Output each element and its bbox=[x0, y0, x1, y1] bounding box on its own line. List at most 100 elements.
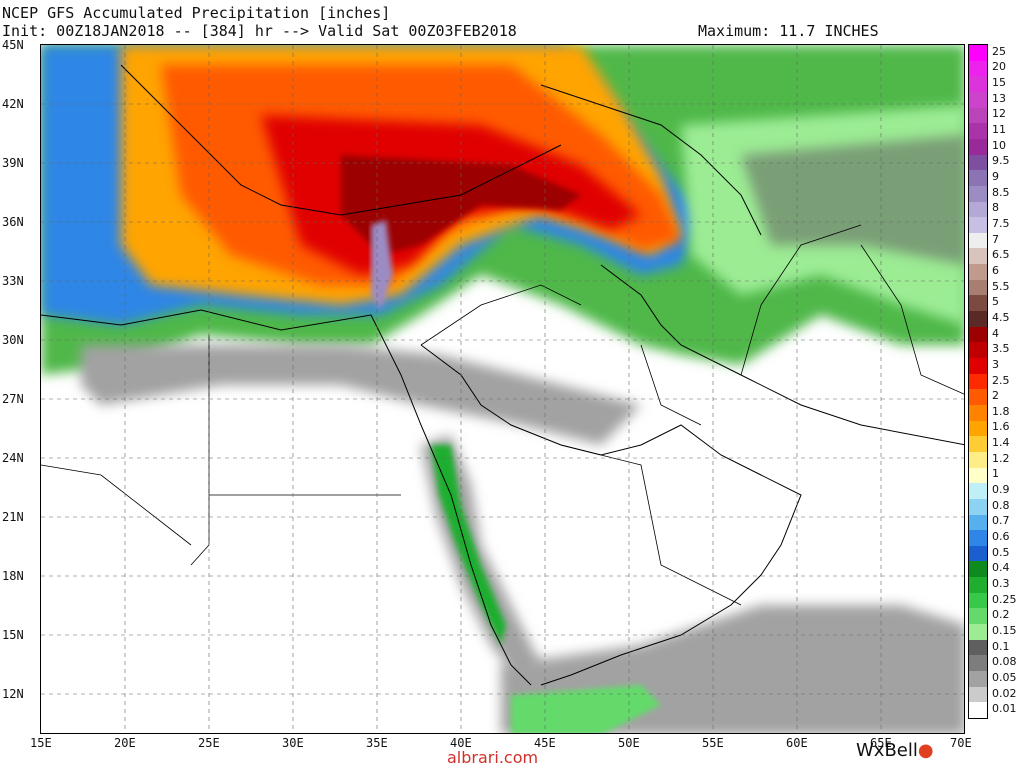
lat-label: 21N bbox=[2, 510, 24, 524]
legend-swatch bbox=[969, 154, 987, 171]
lat-label: 33N bbox=[2, 274, 24, 288]
legend-swatch bbox=[969, 60, 987, 77]
legend-swatch bbox=[969, 185, 987, 202]
legend-swatch bbox=[969, 279, 987, 296]
legend-label: 15 bbox=[992, 76, 1006, 90]
legend-label: 11 bbox=[992, 123, 1006, 137]
legend-swatch bbox=[969, 561, 987, 578]
legend-swatch bbox=[969, 639, 987, 656]
legend-label: 0.2 bbox=[992, 608, 1010, 622]
legend-label: 1.2 bbox=[992, 451, 1010, 465]
legend-swatch bbox=[969, 311, 987, 328]
legend-label: 1 bbox=[992, 467, 999, 481]
legend-swatch bbox=[969, 107, 987, 124]
map-title: NCEP GFS Accumulated Precipitation [inch… bbox=[2, 4, 391, 22]
legend-swatch bbox=[969, 76, 987, 93]
legend-label: 7.5 bbox=[992, 216, 1010, 230]
legend-swatch bbox=[969, 514, 987, 531]
legend-swatch bbox=[969, 592, 987, 609]
lat-label: 36N bbox=[2, 215, 24, 229]
legend-label: 5 bbox=[992, 295, 999, 309]
lon-label: 35E bbox=[366, 736, 388, 750]
precipitation-map[interactable] bbox=[40, 44, 965, 734]
legend-swatch bbox=[969, 342, 987, 359]
lon-label: 70E bbox=[950, 736, 972, 750]
legend-swatch bbox=[969, 702, 987, 719]
lon-label: 40E bbox=[450, 736, 472, 750]
legend-label: 2.5 bbox=[992, 373, 1010, 387]
legend-swatch bbox=[969, 138, 987, 155]
legend-label: 0.9 bbox=[992, 483, 1010, 497]
lat-label: 18N bbox=[2, 569, 24, 583]
lon-label: 50E bbox=[618, 736, 640, 750]
maximum-label: Maximum: 11.7 INCHES bbox=[698, 22, 879, 40]
legend-label: 1.8 bbox=[992, 404, 1010, 418]
lat-label: 39N bbox=[2, 156, 24, 170]
legend-label: 0.7 bbox=[992, 514, 1010, 528]
lon-label: 20E bbox=[114, 736, 136, 750]
legend-label: 12 bbox=[992, 107, 1006, 121]
lat-label: 15N bbox=[2, 628, 24, 642]
legend-label: 1.4 bbox=[992, 436, 1010, 450]
legend-label: 0.1 bbox=[992, 639, 1010, 653]
legend-label: 25 bbox=[992, 44, 1006, 58]
legend-swatch bbox=[969, 655, 987, 672]
legend-label: 3 bbox=[992, 357, 999, 371]
lon-label: 25E bbox=[198, 736, 220, 750]
legend-swatch bbox=[969, 624, 987, 641]
legend-label: 0.5 bbox=[992, 545, 1010, 559]
legend-label: 0.01 bbox=[992, 702, 1017, 716]
legend-swatch bbox=[969, 358, 987, 375]
lat-label: 45N bbox=[2, 38, 24, 52]
legend-label: 7 bbox=[992, 232, 999, 246]
logo-text: WxBell bbox=[856, 740, 918, 761]
legend-label: 5.5 bbox=[992, 279, 1010, 293]
legend-swatch bbox=[969, 326, 987, 343]
legend-swatch bbox=[969, 404, 987, 421]
init-valid-line: Init: 00Z18JAN2018 -- [384] hr --> Valid… bbox=[2, 22, 517, 40]
legend-swatch bbox=[969, 467, 987, 484]
legend-swatch bbox=[969, 483, 987, 500]
legend-label: 0.05 bbox=[992, 670, 1017, 684]
lon-label: 45E bbox=[534, 736, 556, 750]
lon-label: 15E bbox=[30, 736, 52, 750]
legend-label: 20 bbox=[992, 60, 1006, 74]
legend-label: 1.6 bbox=[992, 420, 1010, 434]
legend-label: 0.15 bbox=[992, 623, 1017, 637]
map-canvas bbox=[41, 45, 964, 733]
legend-swatch bbox=[969, 248, 987, 265]
legend-swatch bbox=[969, 545, 987, 562]
legend-label: 4.5 bbox=[992, 310, 1010, 324]
legend-swatch bbox=[969, 170, 987, 187]
legend-label: 13 bbox=[992, 91, 1006, 105]
lon-label: 60E bbox=[786, 736, 808, 750]
legend-swatch bbox=[969, 498, 987, 515]
legend-label: 6.5 bbox=[992, 248, 1010, 262]
precipitation-field bbox=[41, 45, 964, 733]
country-borders bbox=[41, 224, 964, 606]
lat-label: 30N bbox=[2, 333, 24, 347]
lat-label: 27N bbox=[2, 392, 24, 406]
legend-label: 2 bbox=[992, 389, 999, 403]
legend-swatch bbox=[969, 91, 987, 108]
legend-label: 8 bbox=[992, 201, 999, 215]
lat-lon-grid bbox=[41, 45, 964, 733]
legend-swatch bbox=[969, 264, 987, 281]
legend-swatch bbox=[969, 436, 987, 453]
legend-label: 0.25 bbox=[992, 592, 1017, 606]
legend-swatch bbox=[969, 686, 987, 703]
legend-swatch bbox=[969, 373, 987, 390]
legend-label: 8.5 bbox=[992, 185, 1010, 199]
lat-label: 42N bbox=[2, 97, 24, 111]
lat-label: 24N bbox=[2, 451, 24, 465]
watermark-text: albrari.com bbox=[447, 748, 539, 767]
legend-label: 0.02 bbox=[992, 686, 1017, 700]
lon-label: 65E bbox=[870, 736, 892, 750]
legend-swatch bbox=[969, 232, 987, 249]
legend-label: 9 bbox=[992, 170, 999, 184]
lat-label: 12N bbox=[2, 687, 24, 701]
legend-swatch bbox=[969, 608, 987, 625]
legend-label: 0.08 bbox=[992, 655, 1017, 669]
legend-swatch bbox=[969, 45, 987, 61]
legend-swatch bbox=[969, 420, 987, 437]
